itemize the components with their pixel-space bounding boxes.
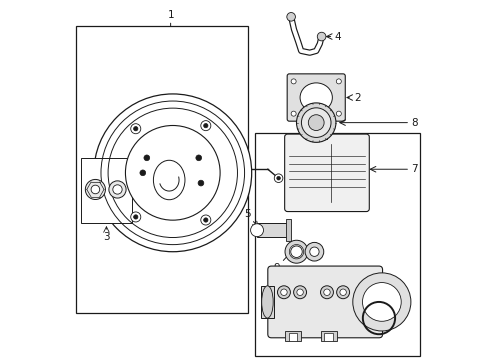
Circle shape	[290, 111, 296, 116]
Text: 6: 6	[393, 293, 399, 303]
FancyBboxPatch shape	[284, 134, 368, 212]
Circle shape	[339, 289, 346, 296]
Circle shape	[305, 242, 323, 261]
Bar	[320, 330, 336, 341]
Circle shape	[285, 240, 307, 263]
Circle shape	[113, 185, 122, 194]
Ellipse shape	[300, 83, 332, 112]
Circle shape	[352, 273, 410, 331]
Bar	[255, 134, 419, 356]
Circle shape	[320, 286, 333, 299]
Circle shape	[140, 170, 145, 176]
Bar	[285, 330, 300, 341]
Circle shape	[276, 176, 280, 180]
Circle shape	[250, 224, 263, 237]
Circle shape	[336, 286, 349, 299]
Bar	[324, 333, 332, 341]
Circle shape	[296, 289, 303, 296]
Text: 9: 9	[273, 263, 280, 273]
Circle shape	[133, 215, 138, 219]
Circle shape	[277, 286, 290, 299]
Text: 4: 4	[334, 32, 340, 41]
Circle shape	[109, 181, 126, 198]
Circle shape	[362, 283, 400, 321]
Text: 5: 5	[244, 209, 250, 219]
Circle shape	[301, 108, 330, 138]
Circle shape	[94, 94, 251, 252]
Text: 3: 3	[103, 232, 109, 242]
Circle shape	[143, 155, 149, 161]
Text: 8: 8	[411, 118, 417, 128]
FancyBboxPatch shape	[267, 266, 382, 338]
Bar	[288, 333, 297, 341]
Circle shape	[203, 218, 207, 222]
Ellipse shape	[153, 160, 184, 200]
Circle shape	[130, 212, 141, 222]
Circle shape	[274, 174, 282, 183]
FancyBboxPatch shape	[286, 74, 345, 121]
Bar	[81, 158, 131, 223]
Circle shape	[290, 246, 302, 257]
Circle shape	[133, 127, 138, 131]
Circle shape	[201, 121, 210, 131]
Circle shape	[290, 79, 296, 84]
Circle shape	[85, 179, 105, 199]
Circle shape	[203, 123, 207, 128]
Ellipse shape	[261, 286, 273, 318]
Circle shape	[293, 286, 306, 299]
Circle shape	[323, 289, 329, 296]
Text: 1: 1	[167, 10, 174, 20]
Bar	[305, 130, 326, 139]
Circle shape	[130, 124, 141, 134]
Text: 7: 7	[411, 164, 417, 174]
Circle shape	[336, 111, 341, 116]
Circle shape	[317, 32, 325, 41]
Circle shape	[286, 13, 295, 21]
Circle shape	[336, 79, 341, 84]
Bar	[260, 286, 274, 318]
Circle shape	[198, 180, 203, 186]
Circle shape	[308, 115, 324, 131]
Bar	[286, 220, 290, 241]
Circle shape	[296, 103, 335, 142]
Circle shape	[201, 215, 210, 225]
Circle shape	[125, 126, 220, 220]
Bar	[257, 223, 289, 237]
Circle shape	[91, 185, 100, 194]
Circle shape	[196, 155, 201, 161]
Circle shape	[309, 247, 319, 256]
Bar	[76, 26, 247, 313]
Text: 2: 2	[353, 93, 360, 103]
Circle shape	[280, 289, 286, 296]
